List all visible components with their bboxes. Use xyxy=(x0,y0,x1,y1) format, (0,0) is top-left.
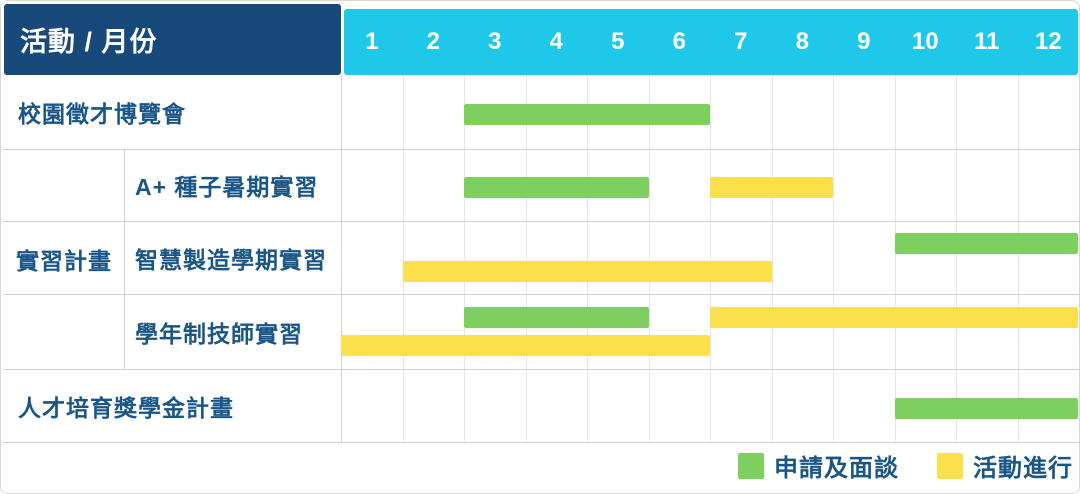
month-tick-label: 9 xyxy=(857,28,871,55)
month-tick-label: 5 xyxy=(611,28,625,55)
row-separator xyxy=(3,369,1079,370)
legend-item: 活動進行 xyxy=(937,448,1073,483)
row-label: 校園徵才博覽會 xyxy=(18,101,186,127)
month-gridline xyxy=(464,75,465,442)
month-tick-label: 12 xyxy=(1034,28,1062,55)
month-gridline xyxy=(771,75,773,442)
month-tick-label: 8 xyxy=(795,28,809,55)
row-group-label: 實習計畫 xyxy=(16,248,112,274)
month-gridline xyxy=(894,75,896,442)
gantt-bar-active xyxy=(710,177,833,199)
month-gridline xyxy=(833,75,834,442)
month-gridline xyxy=(1017,75,1019,442)
gantt-bar-apply xyxy=(894,397,1078,419)
legend-label: 活動進行 xyxy=(973,455,1073,482)
gantt-bar-apply xyxy=(894,233,1078,255)
month-gridline xyxy=(710,75,711,442)
legend-swatch-active xyxy=(937,452,963,479)
header-corner-label: 活動 / 月份 xyxy=(20,27,158,57)
gantt-bar-active xyxy=(341,335,710,357)
legend-label: 申請及面談 xyxy=(774,455,899,482)
month-header-band xyxy=(344,9,1078,75)
legend-swatch-apply xyxy=(738,452,764,479)
label-chart-divider xyxy=(341,75,342,442)
month-gridline xyxy=(587,75,588,442)
month-tick-label: 2 xyxy=(426,28,440,55)
legend: 申請及面談 活動進行 xyxy=(738,448,1073,483)
group-sublabel-divider xyxy=(124,149,125,369)
row-label: 智慧製造學期實習 xyxy=(135,246,327,273)
gantt-bar-active xyxy=(402,261,772,283)
month-gridline xyxy=(956,75,957,442)
row-separator xyxy=(3,442,1079,443)
legend-item: 申請及面談 xyxy=(738,448,899,483)
row-separator xyxy=(3,294,1079,295)
month-tick-label: 11 xyxy=(974,28,1000,55)
month-gridline xyxy=(402,75,404,442)
row-label: 人才培育獎學金計畫 xyxy=(18,394,234,421)
header-corner-cell: 活動 / 月份 xyxy=(4,4,341,75)
month-tick-label: 6 xyxy=(672,28,686,55)
row-label: A+ 種子暑期實習 xyxy=(135,174,319,200)
row-separator xyxy=(3,221,1079,222)
gantt-bar-active xyxy=(710,306,1078,328)
month-gridline xyxy=(648,75,650,442)
gantt-bar-apply xyxy=(464,306,649,328)
month-tick-label: 7 xyxy=(734,28,748,55)
month-tick-label: 4 xyxy=(549,28,563,55)
gantt-bar-apply xyxy=(464,104,710,126)
month-gridline xyxy=(525,75,527,442)
gantt-bar-apply xyxy=(464,177,649,199)
month-tick-label: 10 xyxy=(911,28,939,55)
row-separator xyxy=(3,149,1079,150)
row-label: 學年制技師實習 xyxy=(135,320,303,347)
month-header-labels: 1 2 3 4 5 6 7 8 9 10 11 12 xyxy=(341,9,1079,75)
month-tick-label: 1 xyxy=(365,28,379,55)
month-tick-label: 3 xyxy=(488,28,502,55)
